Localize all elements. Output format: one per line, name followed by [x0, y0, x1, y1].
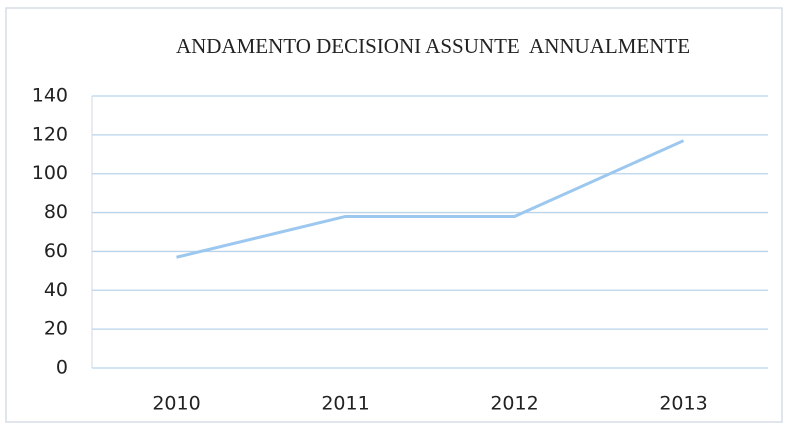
y-tick-label: 60 [44, 240, 68, 262]
x-tick-label: 2012 [490, 393, 538, 415]
x-tick-label: 2011 [321, 393, 369, 415]
data-line [176, 139, 685, 259]
y-tick-label: 100 [32, 162, 68, 184]
chart-title: ANDAMENTO DECISIONI ASSUNTE ANNUALMENTE [176, 34, 690, 58]
y-tick-label: 20 [44, 318, 68, 340]
y-tick-label: 120 [32, 123, 68, 145]
y-tick-label: 80 [44, 201, 68, 223]
y-tick-label: 0 [56, 357, 68, 379]
y-tick-label: 40 [44, 279, 68, 301]
x-tick-label: 2010 [152, 393, 200, 415]
y-tick-label: 140 [32, 85, 68, 107]
x-tick-label: 2013 [659, 393, 707, 415]
